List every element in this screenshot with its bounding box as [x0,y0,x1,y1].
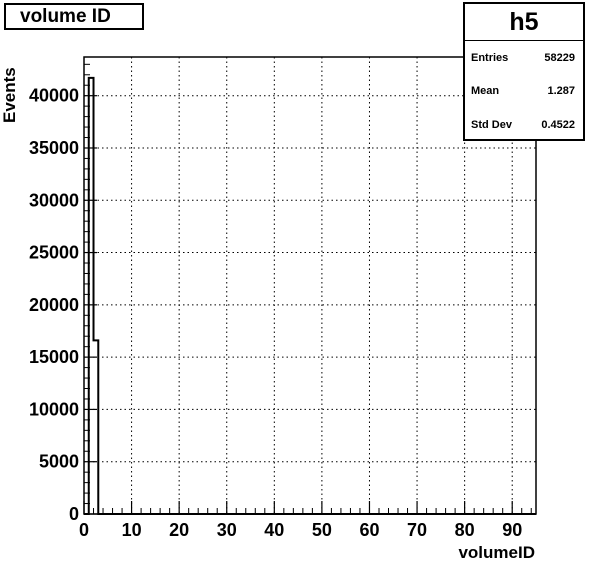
x-tick-labels: 0 10 20 30 40 50 60 70 80 90 [79,520,522,540]
x-tick-label: 80 [455,520,475,540]
stats-mean-label: Mean [471,85,500,97]
x-tick-label: 70 [407,520,427,540]
stats-stddev-label: Std Dev [471,119,512,131]
stats-row-entries: Entries 58229 [471,50,575,66]
plot-frame [83,56,537,515]
histogram-outline [84,76,536,515]
x-tick-label: 20 [169,520,189,540]
y-tick-label: 25000 [29,243,79,263]
stats-histogram-name: h5 [465,4,583,41]
grid-lines [84,57,536,514]
x-tick-label: 30 [217,520,237,540]
stats-entries-value: 58229 [544,52,575,64]
axis-ticks [83,63,532,515]
y-tick-label: 5000 [39,452,79,472]
x-tick-label: 0 [79,520,89,540]
stats-row-mean: Mean 1.287 [471,83,575,99]
x-tick-label: 50 [312,520,332,540]
chart-title: volume ID [4,3,144,30]
y-tick-label: 40000 [29,86,79,106]
stats-row-stddev: Std Dev 0.4522 [471,117,575,133]
x-tick-label: 40 [264,520,284,540]
x-tick-label: 10 [122,520,142,540]
stats-entries-label: Entries [471,52,509,64]
y-tick-label: 35000 [29,138,79,158]
x-tick-label: 90 [502,520,522,540]
y-tick-label: 30000 [29,190,79,210]
x-tick-label: 60 [359,520,379,540]
y-axis-label: Events [0,67,19,123]
y-tick-labels: 0 5000 10000 15000 20000 25000 30000 35000 40000 [29,86,79,524]
histogram-bars [84,76,536,515]
y-tick-label: 20000 [29,295,79,315]
x-axis-label: volumeID [458,543,535,562]
stats-mean-value: 1.287 [547,85,575,97]
y-tick-label: 0 [69,504,79,524]
y-tick-label: 10000 [29,399,79,419]
y-tick-label: 15000 [29,347,79,367]
stats-stddev-value: 0.4522 [541,119,575,131]
stats-box: h5 Entries 58229 Mean 1.287 Std Dev 0.45… [463,2,585,141]
